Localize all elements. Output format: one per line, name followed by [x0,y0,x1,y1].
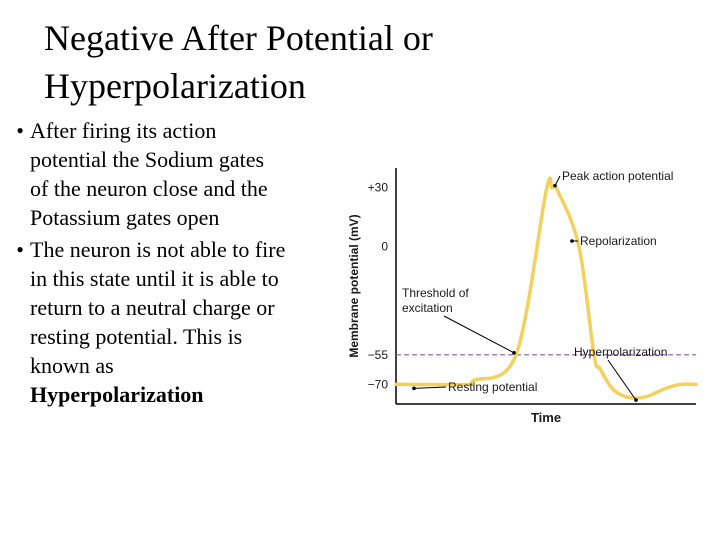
bullet-line: potential the Sodium gates [30,147,265,172]
membrane-potential-line [394,176,698,400]
annotation-label: Resting potential [448,380,537,394]
annotation-label: excitation [402,301,453,315]
y-axis-title: Membrane potential (mV) [347,214,361,357]
y-tick-label: +30 [368,181,389,195]
y-tick-label: −70 [368,377,389,391]
y-tick-label: −55 [368,348,389,362]
x-axis-title: Time [531,410,561,425]
annotation-leader-dot [570,239,574,243]
annotation-leader-dot [512,351,516,355]
bullet-line: resting potential. This is [30,324,243,349]
bullet-list: • After firing its action potential the … [4,116,346,412]
y-tick-label: 0 [381,240,388,254]
annotation-leader [413,386,447,389]
slide-title: Negative After Potential or Hyperpolariz… [44,14,604,110]
bullet-marker: • [16,237,24,262]
title-line-2: Hyperpolarization [44,66,306,106]
annotation-label: Peak action potential [562,169,673,183]
annotation-label: Hyperpolarization [574,345,667,359]
bullet-item-1: • After firing its action potential the … [4,116,346,232]
action-potential-chart: +30 0 −55 −70 Time Membrane potential (mV) Pea… [340,150,700,430]
annotation-leader [607,359,637,401]
bullet-line: of the neuron close and the [30,176,268,201]
bullet-marker: • [16,118,24,143]
bullet-line: return to a neutral charge or [30,295,275,320]
annotation-leader [554,175,561,186]
bold-term: Hyperpolarization [30,382,204,407]
bullet-item-2: • The neuron is not able to fire in this… [4,235,346,409]
bullet-line: in this state until it is able to [30,266,279,291]
bullet-line: Potassium gates open [30,205,220,230]
bullet-line: The neuron is not able to fire [30,237,286,262]
bullet-line: After firing its action [30,118,217,143]
title-line-1: Negative After Potential or [44,18,433,58]
annotation-leader-dot [634,398,638,402]
annotation-leader-dot [553,183,557,188]
annotation-leader-dot [412,386,416,391]
annotation-label: Threshold of [402,286,469,300]
annotation-label: Repolarization [580,234,657,248]
bullet-line: known as [30,353,114,378]
annotation-leader [443,315,515,354]
